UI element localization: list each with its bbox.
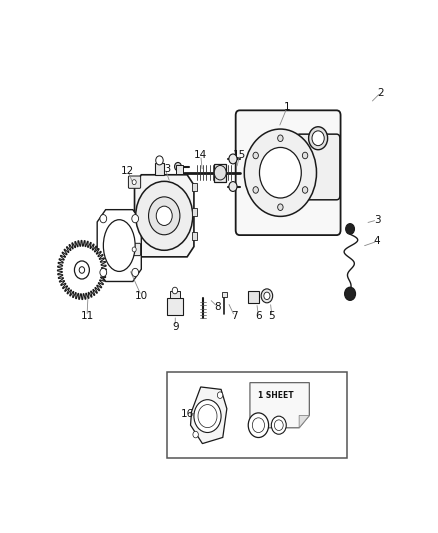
Bar — [170, 290, 180, 298]
Text: 15: 15 — [233, 150, 247, 160]
Circle shape — [193, 431, 198, 438]
Bar — [192, 232, 197, 240]
FancyBboxPatch shape — [236, 110, 341, 235]
Text: 7: 7 — [231, 311, 238, 321]
Circle shape — [346, 224, 354, 235]
Text: 16: 16 — [180, 409, 194, 418]
Polygon shape — [191, 387, 227, 443]
Polygon shape — [97, 209, 141, 281]
Circle shape — [74, 261, 89, 279]
Bar — [176, 165, 183, 174]
Circle shape — [274, 420, 283, 431]
Circle shape — [156, 156, 163, 165]
Circle shape — [148, 197, 180, 235]
Circle shape — [79, 266, 85, 273]
Circle shape — [217, 392, 223, 399]
FancyBboxPatch shape — [128, 243, 141, 256]
Circle shape — [156, 206, 172, 225]
Text: 13: 13 — [159, 164, 172, 174]
Circle shape — [248, 413, 268, 438]
FancyBboxPatch shape — [297, 134, 340, 200]
Circle shape — [229, 154, 237, 164]
Text: 3: 3 — [374, 215, 381, 225]
Text: 11: 11 — [80, 311, 94, 321]
Text: 1: 1 — [284, 102, 290, 112]
Bar — [192, 207, 197, 216]
Circle shape — [244, 129, 317, 216]
Polygon shape — [57, 240, 106, 300]
Text: 9: 9 — [172, 321, 179, 332]
Circle shape — [132, 180, 136, 184]
Circle shape — [345, 287, 356, 301]
Text: 2: 2 — [377, 88, 384, 98]
Bar — [248, 290, 259, 303]
Circle shape — [302, 187, 308, 193]
Bar — [214, 164, 226, 182]
Circle shape — [309, 127, 328, 150]
Text: 4: 4 — [374, 236, 381, 246]
Circle shape — [132, 268, 138, 277]
Circle shape — [253, 187, 258, 193]
Text: 1 SHEET: 1 SHEET — [258, 391, 294, 400]
Circle shape — [259, 148, 301, 198]
Circle shape — [194, 400, 221, 432]
FancyBboxPatch shape — [128, 176, 141, 188]
Circle shape — [278, 135, 283, 142]
Bar — [167, 372, 347, 458]
Circle shape — [312, 131, 324, 146]
Circle shape — [264, 292, 270, 300]
Circle shape — [136, 181, 193, 251]
Circle shape — [252, 418, 265, 433]
Text: 8: 8 — [214, 302, 221, 312]
Bar — [155, 163, 164, 175]
Bar — [192, 183, 197, 191]
Circle shape — [100, 215, 107, 223]
Circle shape — [100, 268, 107, 277]
Polygon shape — [250, 383, 309, 428]
Text: 10: 10 — [135, 291, 148, 301]
Circle shape — [214, 165, 226, 180]
Circle shape — [132, 247, 136, 252]
Polygon shape — [134, 175, 194, 257]
Circle shape — [302, 152, 308, 159]
Ellipse shape — [103, 220, 135, 271]
Circle shape — [278, 204, 283, 211]
Circle shape — [132, 215, 138, 223]
Circle shape — [253, 152, 258, 159]
Text: 5: 5 — [268, 311, 276, 321]
Circle shape — [175, 163, 181, 171]
Text: 12: 12 — [121, 166, 134, 176]
Circle shape — [271, 416, 286, 434]
Text: 6: 6 — [255, 311, 262, 321]
Circle shape — [172, 287, 178, 294]
Text: 14: 14 — [194, 150, 207, 160]
Bar — [167, 298, 183, 315]
Circle shape — [198, 405, 217, 427]
Bar — [222, 292, 227, 297]
Circle shape — [229, 182, 237, 191]
Polygon shape — [299, 416, 309, 428]
Circle shape — [261, 289, 273, 303]
